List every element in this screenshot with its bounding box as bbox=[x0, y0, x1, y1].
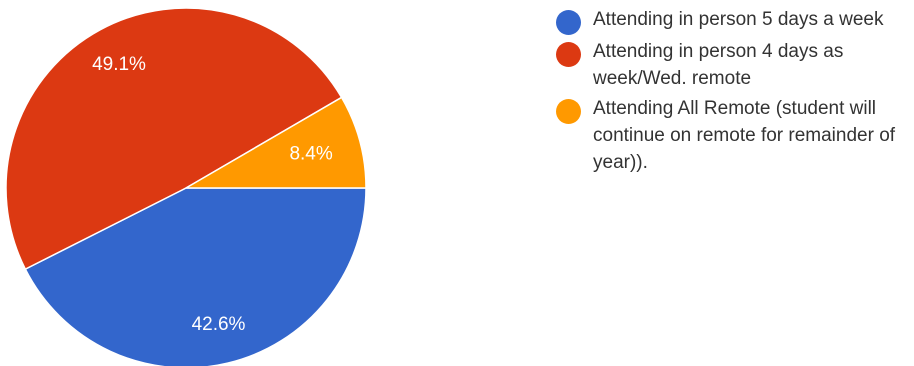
pie-slice-in-person-4-days[interactable] bbox=[5, 7, 343, 271]
legend-label: Attending in person 5 days a week bbox=[593, 9, 884, 30]
slice-label-in-person-4-days: 49.1% bbox=[92, 54, 146, 75]
pie-slice-all-remote[interactable] bbox=[183, 96, 367, 189]
legend-item-in-person-4-days[interactable]: Attending in person 4 days as week/Wed. … bbox=[556, 38, 912, 92]
legend: Attending in person 5 days a week Attend… bbox=[556, 6, 912, 179]
legend-item-all-remote[interactable]: Attending All Remote (student will conti… bbox=[556, 95, 912, 176]
slice-label-all-remote: 8.4% bbox=[289, 144, 332, 165]
pie-chart: 42.6% 49.1% 8.4% bbox=[5, 7, 367, 366]
pie-slice-in-person-5-days[interactable] bbox=[24, 187, 367, 366]
legend-label: Attending All Remote (student will conti… bbox=[593, 98, 896, 173]
legend-swatch-blue bbox=[556, 10, 581, 35]
legend-swatch-orange bbox=[556, 99, 581, 124]
legend-label: Attending in person 4 days as week/Wed. … bbox=[593, 41, 844, 89]
slice-label-in-person-5-days: 42.6% bbox=[192, 314, 246, 335]
legend-swatch-red bbox=[556, 42, 581, 67]
legend-item-in-person-5-days[interactable]: Attending in person 5 days a week bbox=[556, 6, 912, 35]
